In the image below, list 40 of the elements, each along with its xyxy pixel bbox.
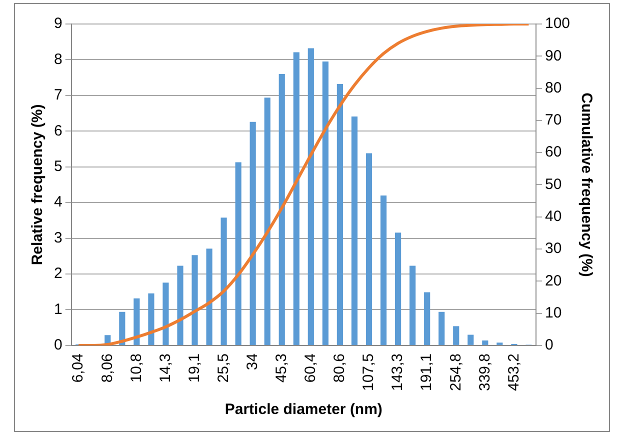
x-tick-label: 34 — [244, 353, 261, 370]
y2-tick-label: 40 — [544, 208, 562, 226]
x-tick-label: 6,04 — [70, 353, 87, 383]
y-tick-label: 8 — [54, 50, 62, 68]
x-tick-label: 453,2 — [505, 353, 522, 392]
x-tick-label: 14,3 — [156, 353, 174, 383]
y-tick-label: 4 — [54, 194, 62, 211]
y2-tick-label: 90 — [544, 47, 562, 64]
x-axis-title: Particle diameter (nm) — [224, 401, 382, 418]
y2-axis-title: Cumulative frequency (%) — [578, 92, 595, 277]
x-tick-label: 107,5 — [360, 353, 378, 392]
x-tick-label: 10,8 — [128, 353, 145, 383]
y2-tick-label: 50 — [544, 176, 562, 193]
y2-tick-label: 80 — [544, 79, 562, 96]
x-tick-label: 19,1 — [186, 353, 203, 383]
y-axis-title: Relative frequency (%) — [29, 104, 46, 266]
y-tick-label: 3 — [54, 229, 62, 246]
y2-tick-label: 70 — [544, 112, 562, 129]
x-tick-label: 60,4 — [302, 353, 320, 383]
y-tick-label: 1 — [54, 300, 62, 318]
y-tick-label: 2 — [54, 265, 62, 282]
x-tick-label: 191,1 — [418, 353, 436, 392]
y-tick-label: 0 — [54, 336, 62, 354]
y2-tick-label: 0 — [544, 336, 554, 354]
y2-tick-label: 100 — [544, 15, 570, 32]
y2-tick-label: 20 — [544, 272, 562, 290]
x-tick-label: 254,8 — [447, 353, 464, 392]
y-tick-label: 5 — [54, 158, 62, 176]
x-tick-label: 45,3 — [273, 353, 290, 383]
y2-tick-label: 60 — [544, 144, 562, 161]
x-tick-label: 8,06 — [98, 353, 116, 383]
y-tick-label: 6 — [54, 122, 62, 140]
x-tick-label: 143,3 — [389, 353, 406, 392]
y2-tick-label: 10 — [544, 304, 562, 322]
x-tick-label: 80,6 — [331, 353, 348, 383]
y2-tick-label: 30 — [544, 240, 562, 258]
x-tick-label: 339,8 — [476, 353, 494, 392]
x-tick-label: 25,5 — [214, 353, 232, 383]
y-tick-label: 9 — [54, 15, 62, 32]
y-tick-label: 7 — [54, 86, 62, 104]
